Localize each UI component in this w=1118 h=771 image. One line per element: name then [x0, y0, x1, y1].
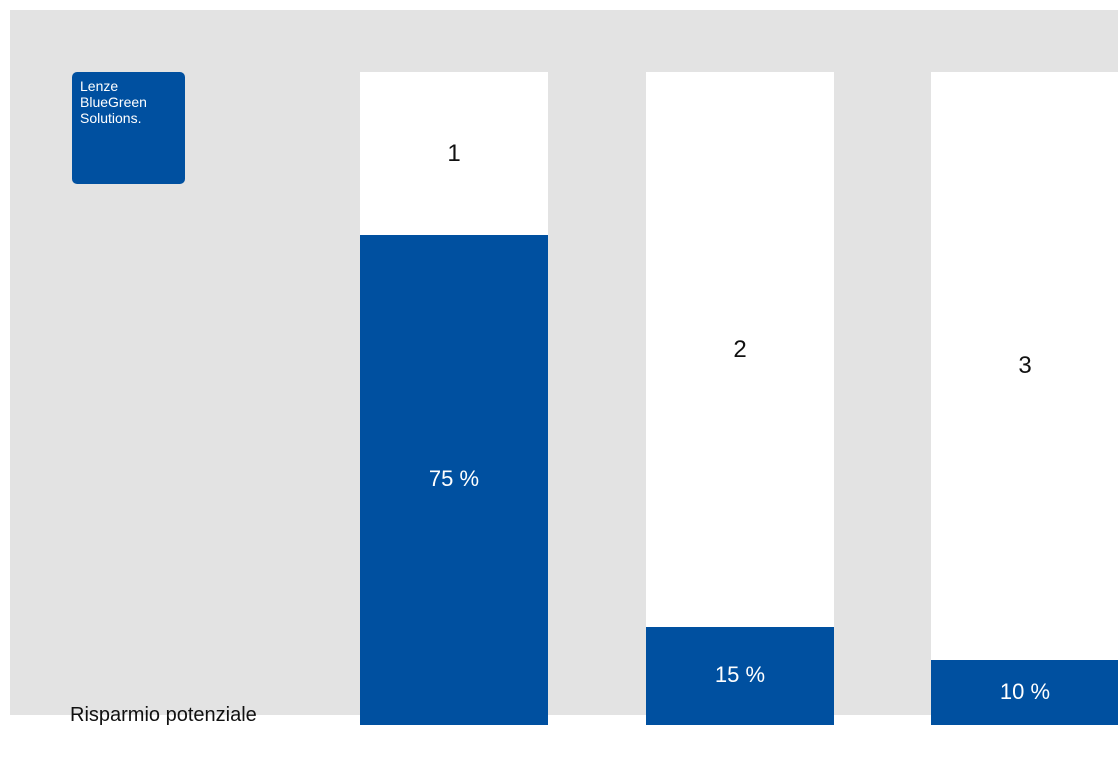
bar-fill-1: [360, 235, 548, 725]
value-label-2: 15 %: [714, 662, 766, 687]
value-label-1: 75 %: [428, 466, 480, 491]
category-label-3: 3: [1018, 352, 1032, 379]
bar-column-3: 3 10 %: [931, 72, 1118, 725]
chart-caption: Risparmio potenziale: [70, 704, 257, 726]
logo-line-1: Lenze: [80, 78, 119, 94]
category-label-2: 2: [733, 336, 747, 363]
lenze-bluegreen-logo: Lenze BlueGreen Solutions.: [72, 72, 185, 184]
logo-line-2: BlueGreen: [80, 94, 147, 110]
category-label-1: 1: [447, 140, 461, 167]
bar-column-1: 1 75 %: [360, 72, 548, 725]
value-label-3: 10 %: [999, 679, 1051, 704]
bar-fill-3: [931, 660, 1118, 725]
bar-fill-2: [646, 627, 834, 725]
logo-line-3: Solutions.: [80, 110, 142, 126]
bar-column-2: 2 15 %: [646, 72, 834, 725]
